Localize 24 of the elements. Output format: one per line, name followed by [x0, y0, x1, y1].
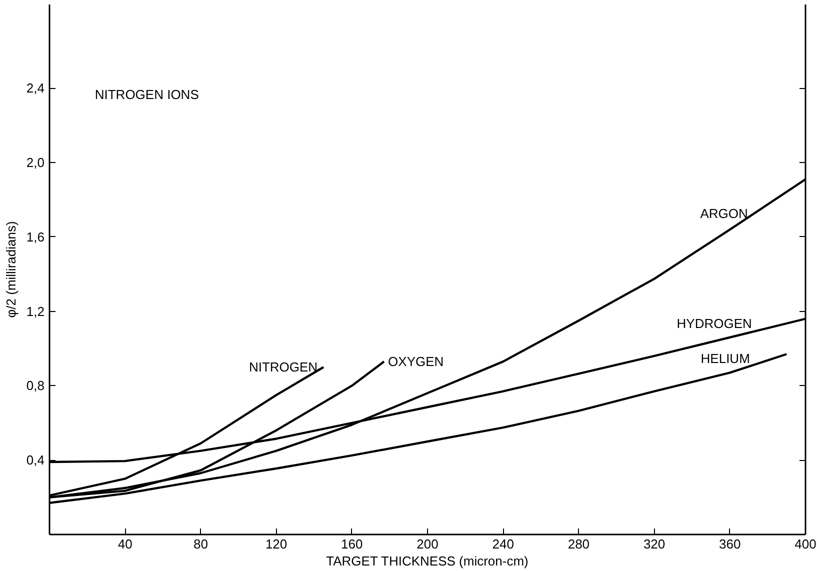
text: NITROGEN IONS [94, 87, 200, 102]
series-label: HELIUM [700, 351, 750, 366]
x-tick-label: 400 [794, 536, 816, 552]
x-tick-label: 240 [492, 536, 514, 552]
y-tick-label: 2,4 [26, 80, 45, 96]
y-tick-label: 2,0 [26, 155, 45, 170]
series-label: HYDROGEN [676, 316, 752, 331]
y-tick-label: 1,6 [26, 229, 45, 244]
x-tick-label: 280 [568, 536, 590, 552]
y-axis-title: φ/2 (milliradians) [3, 221, 18, 318]
x-tick-label: 160 [341, 536, 363, 552]
y-tick-label: 0,4 [26, 452, 45, 468]
x-tick-label: 40 [118, 536, 132, 552]
series-label: NITROGEN [248, 360, 318, 375]
y-tick-label: 1,2 [26, 304, 45, 319]
series-label: OXYGEN [388, 354, 444, 370]
x-axis-title: TARGET THICKNESS (micron-cm) [326, 554, 528, 568]
x-tick-label: 360 [719, 536, 741, 552]
x-tick-label: 320 [643, 536, 666, 552]
x-tick-label: 120 [265, 536, 288, 552]
series-label: ARGON [700, 206, 748, 222]
x-tick-label: 80 [193, 536, 208, 552]
y-tick-label: 0,8 [26, 378, 45, 394]
x-tick-label: 200 [416, 536, 438, 552]
